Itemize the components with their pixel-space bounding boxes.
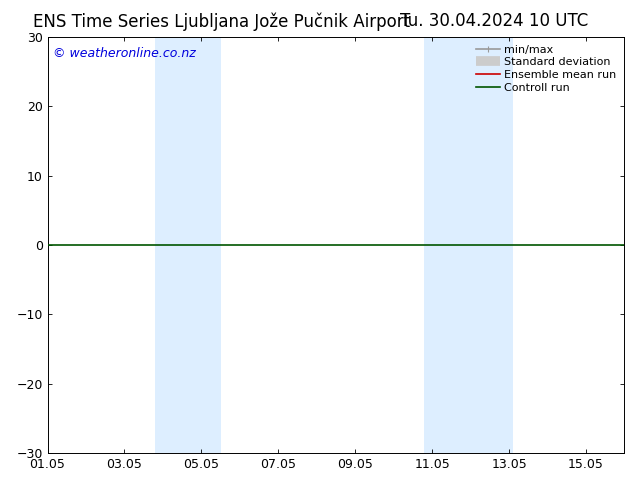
Legend: min/max, Standard deviation, Ensemble mean run, Controll run: min/max, Standard deviation, Ensemble me… bbox=[471, 40, 621, 98]
Bar bbox=[155, 37, 221, 453]
Text: ENS Time Series Ljubljana Jože Pučnik Airport: ENS Time Series Ljubljana Jože Pučnik Ai… bbox=[34, 12, 410, 31]
Text: © weatheronline.co.nz: © weatheronline.co.nz bbox=[53, 47, 196, 60]
Bar bbox=[425, 37, 513, 453]
Text: Tu. 30.04.2024 10 UTC: Tu. 30.04.2024 10 UTC bbox=[401, 12, 588, 30]
